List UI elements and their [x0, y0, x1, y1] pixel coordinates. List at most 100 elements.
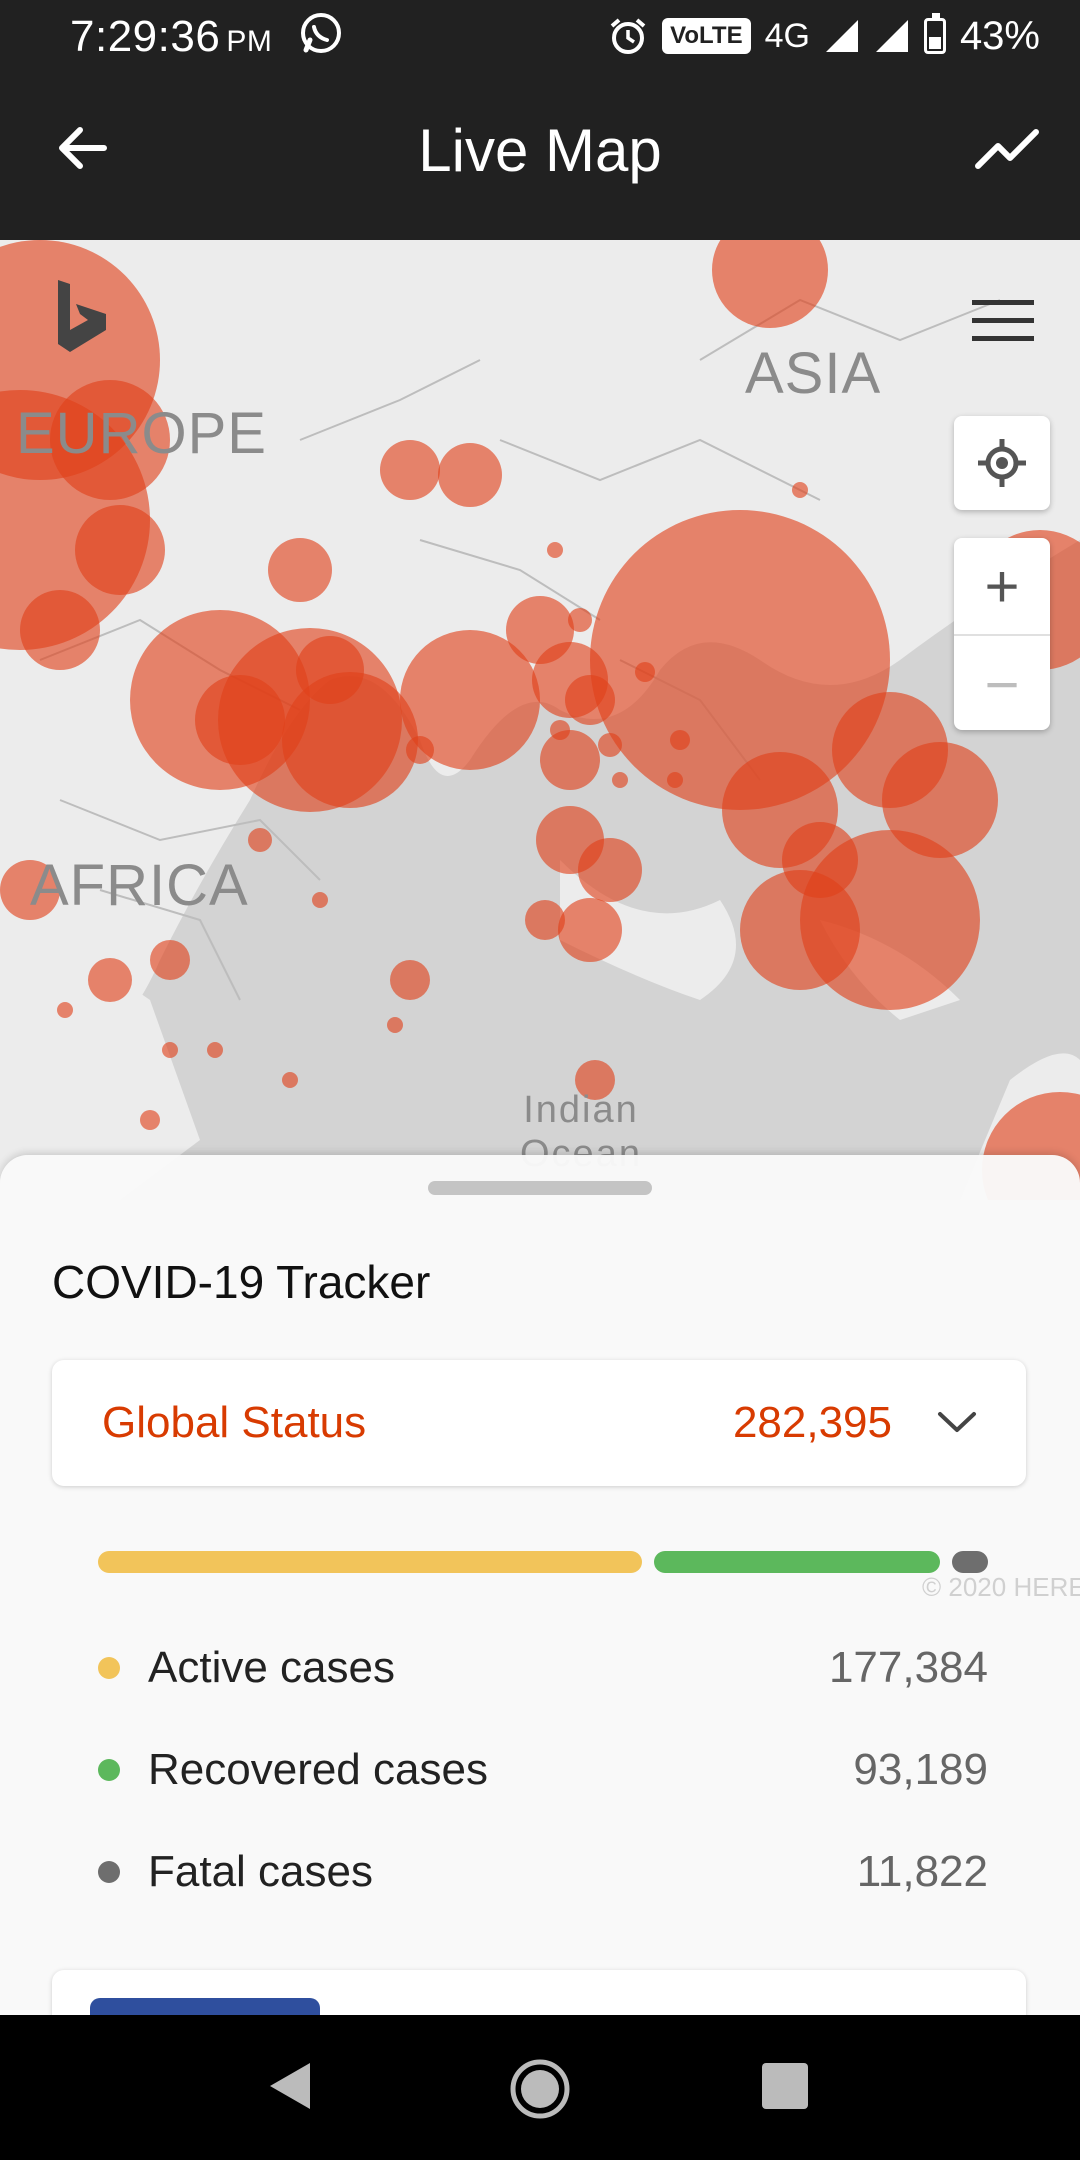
case-bubble[interactable] — [50, 380, 170, 500]
case-bubble[interactable] — [207, 1042, 223, 1058]
system-nav-bar — [0, 2015, 1080, 2160]
case-bubble[interactable] — [406, 736, 434, 764]
global-status-total: 282,395 — [732, 1398, 892, 1447]
nav-recents-icon[interactable] — [762, 2063, 808, 2109]
global-status-label: Global Status — [102, 1398, 367, 1447]
nav-home-icon[interactable] — [508, 2057, 572, 2121]
case-bubbles — [0, 240, 1080, 1200]
case-bubble[interactable] — [387, 1017, 403, 1033]
clock-time: 7:29:36 — [70, 12, 221, 61]
case-bubble[interactable] — [390, 960, 430, 1000]
status-icons: VoLTE 4G 43% — [608, 10, 1040, 62]
case-bubble[interactable] — [20, 590, 100, 670]
stat-row-fatal: Fatal cases 11,822 — [98, 1839, 988, 1899]
crosshair-icon — [978, 439, 1026, 487]
case-bubble[interactable] — [268, 538, 332, 602]
case-bubble[interactable] — [195, 675, 285, 765]
case-bubble[interactable] — [712, 240, 828, 328]
label-africa: AFRICA — [30, 853, 249, 918]
status-bar: 7:29:36 PM VoLTE 4G 43% — [0, 0, 1080, 72]
case-bubble[interactable] — [525, 900, 565, 940]
case-bubble[interactable] — [882, 742, 998, 858]
case-bubble[interactable] — [0, 860, 60, 920]
case-bubble[interactable] — [75, 505, 165, 595]
label-europe: EUROPE — [16, 401, 267, 466]
stat-value: 93,189 — [853, 1745, 988, 1794]
map-copyright: © 2020 HERE — [922, 1572, 1080, 1602]
arrow-back-icon[interactable] — [52, 116, 116, 180]
stat-value: 177,384 — [828, 1643, 988, 1692]
case-bubble[interactable] — [540, 730, 600, 790]
global-status-dropdown[interactable]: Global Status 282,395 — [52, 1360, 1026, 1486]
case-bubble[interactable] — [248, 828, 272, 852]
case-bubble[interactable] — [400, 630, 540, 770]
clock-ampm: PM — [226, 25, 273, 58]
case-bubble[interactable] — [575, 1060, 615, 1100]
active-cases-segment — [98, 1551, 642, 1573]
clock: 7:29:36 PM — [70, 12, 272, 62]
tracker-title: COVID-19 Tracker — [52, 1256, 431, 1308]
recovered-cases-segment — [653, 1551, 940, 1573]
case-bubble[interactable] — [282, 672, 418, 808]
case-bubble[interactable] — [380, 440, 440, 500]
ocean-line-1: Indian — [523, 1089, 639, 1131]
trending-icon[interactable] — [972, 116, 1044, 180]
case-bubble[interactable] — [312, 892, 328, 908]
case-bubble[interactable] — [282, 1072, 298, 1088]
fatal-dot — [98, 1861, 120, 1883]
whatsapp-icon — [301, 13, 341, 53]
alarm-icon — [610, 18, 646, 54]
signal-icon — [825, 20, 858, 52]
case-bubble[interactable] — [88, 958, 132, 1002]
nav-back-icon[interactable] — [266, 2059, 314, 2113]
battery-percent: 43% — [959, 13, 1040, 58]
cases-ratio-bar — [98, 1551, 988, 1575]
case-bubble[interactable] — [598, 733, 622, 757]
case-bubble[interactable] — [550, 720, 570, 740]
stat-name: Fatal cases — [148, 1847, 373, 1896]
app-bar: Live Map — [0, 72, 1080, 240]
fatal-cases-segment — [951, 1551, 988, 1573]
case-bubble[interactable] — [612, 772, 628, 788]
zoom-controls: + − — [954, 538, 1050, 730]
menu-icon[interactable] — [972, 298, 1034, 344]
case-bubble[interactable] — [670, 730, 690, 750]
drag-handle[interactable] — [428, 1181, 652, 1195]
battery-icon — [923, 13, 946, 54]
label-asia: ASIA — [745, 341, 882, 406]
stat-name: Recovered cases — [148, 1745, 488, 1794]
stat-name: Active cases — [148, 1643, 395, 1692]
case-bubble[interactable] — [578, 838, 642, 902]
tracker-sheet: COVID-19 Tracker Global Status 282,395 ©… — [0, 1155, 1080, 2050]
case-bubble[interactable] — [635, 662, 655, 682]
case-bubble[interactable] — [547, 542, 563, 558]
case-bubble[interactable] — [558, 898, 622, 962]
case-bubble[interactable] — [800, 830, 980, 1010]
live-map[interactable]: EUROPE ASIA AFRICA Indian Ocean + − — [0, 240, 1080, 1200]
page-title: Live Map — [418, 117, 662, 184]
case-bubble[interactable] — [296, 636, 364, 704]
case-bubble[interactable] — [590, 510, 890, 810]
case-bubble[interactable] — [57, 1002, 73, 1018]
active-dot — [98, 1657, 120, 1679]
bing-logo-icon — [58, 280, 106, 352]
case-bubble[interactable] — [568, 608, 592, 632]
signal-icon-2 — [875, 20, 908, 52]
locate-me-button[interactable] — [954, 416, 1050, 510]
recovered-dot — [98, 1759, 120, 1781]
zoom-out-button[interactable]: − — [954, 634, 1050, 732]
case-bubble[interactable] — [140, 1110, 160, 1130]
case-bubble[interactable] — [667, 772, 683, 788]
chevron-down-icon — [938, 1412, 976, 1432]
case-bubble[interactable] — [792, 482, 808, 498]
stat-row-recovered: Recovered cases 93,189 — [98, 1737, 988, 1797]
case-bubble[interactable] — [506, 596, 574, 664]
case-bubble[interactable] — [150, 940, 190, 980]
case-bubble[interactable] — [162, 1042, 178, 1058]
stat-value: 11,822 — [856, 1847, 988, 1896]
zoom-in-button[interactable]: + — [984, 552, 1020, 620]
stat-row-active: Active cases 177,384 — [98, 1635, 988, 1695]
case-bubble[interactable] — [438, 443, 502, 507]
volte-badge: VoLTE — [662, 18, 751, 54]
network-type: 4G — [764, 16, 810, 55]
